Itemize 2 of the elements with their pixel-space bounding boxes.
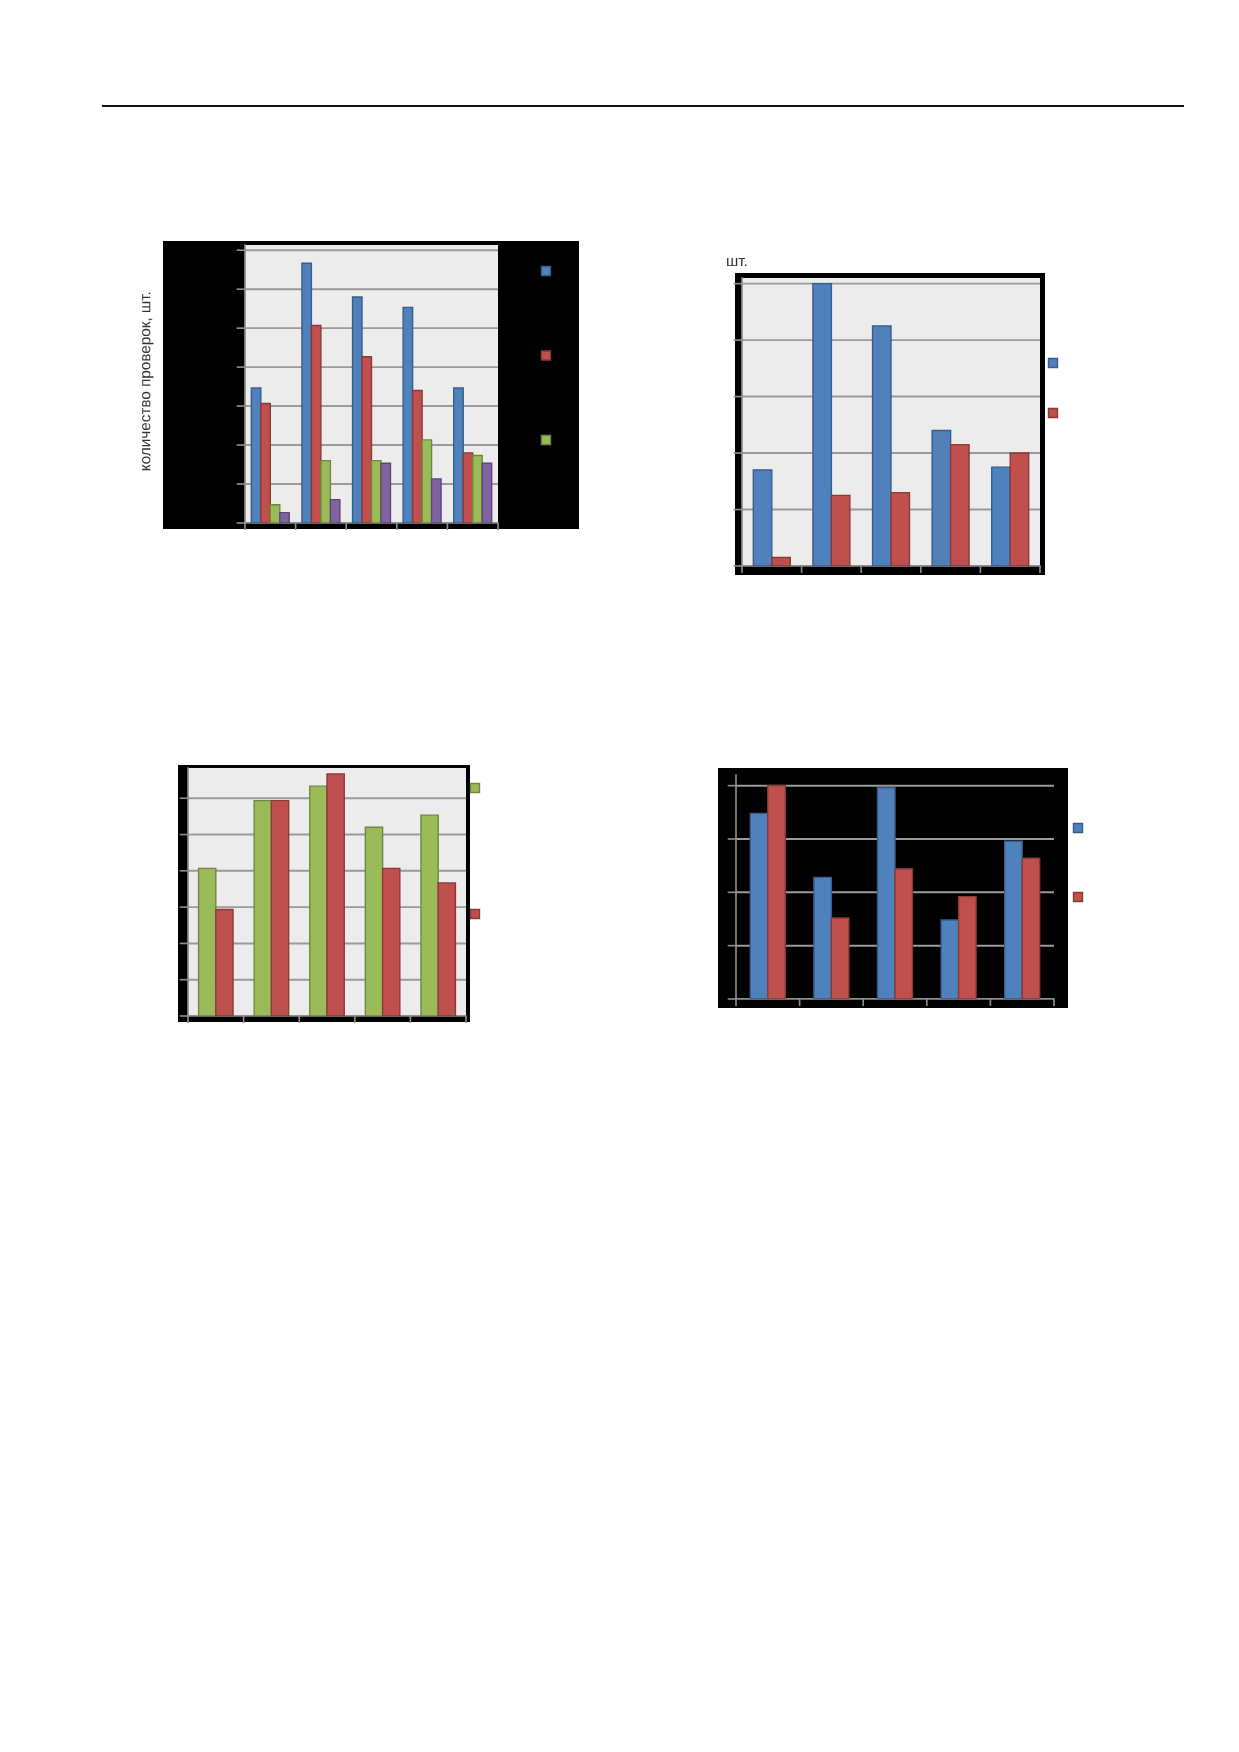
y-axis-title: количество проверок, шт. bbox=[142, 292, 154, 471]
y-axis-title: шт. bbox=[727, 258, 747, 267]
